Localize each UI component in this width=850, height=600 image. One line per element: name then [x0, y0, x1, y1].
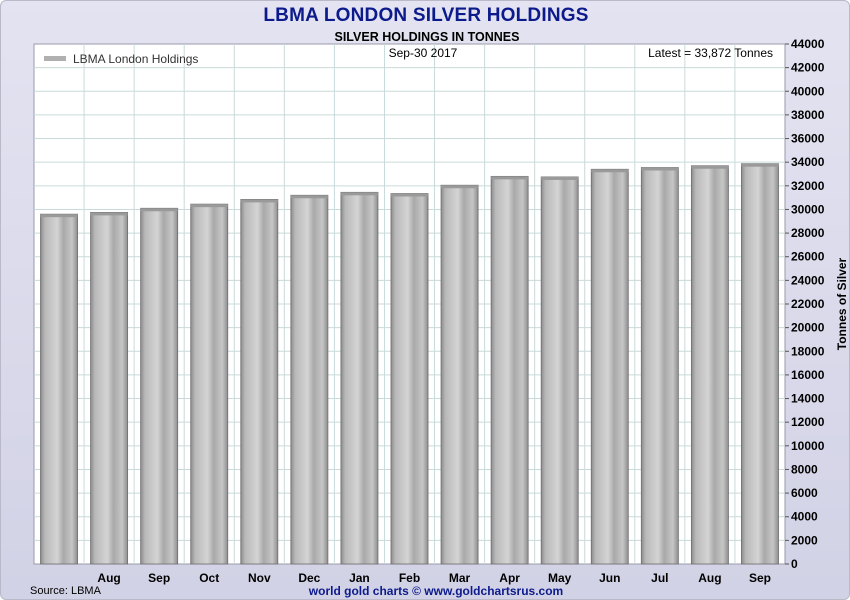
y-tick-label: 22000	[791, 297, 825, 311]
x-tick-label: May	[548, 571, 572, 585]
y-tick-label: 0	[791, 557, 798, 571]
bar-top	[90, 212, 128, 216]
bar-top	[641, 167, 679, 171]
y-tick-label: 14000	[791, 392, 825, 406]
y-tick-label: 6000	[791, 486, 818, 500]
chart-subtitle: SILVER HOLDINGS IN TONNES	[335, 30, 520, 44]
bar	[240, 199, 279, 565]
bar	[690, 165, 729, 565]
bar	[540, 176, 579, 565]
x-tick-label: Jun	[599, 571, 620, 585]
y-tick-label: 26000	[791, 250, 825, 264]
chart-title: LBMA LONDON SILVER HOLDINGS	[263, 5, 589, 26]
y-tick-label: 4000	[791, 510, 818, 524]
bar	[590, 168, 629, 565]
bar-top	[741, 163, 779, 167]
bar-top	[140, 208, 178, 212]
y-tick-label: 30000	[791, 202, 825, 216]
source-label: Source: LBMA	[30, 585, 102, 597]
bar-top	[240, 199, 278, 203]
y-tick-label: 20000	[791, 321, 825, 335]
bar	[640, 167, 679, 565]
y-tick-label: 10000	[791, 439, 825, 453]
y-tick-label: 28000	[791, 226, 825, 240]
y-tick-label: 38000	[791, 108, 825, 122]
x-tick-label: Aug	[698, 571, 721, 585]
y-tick-label: 16000	[791, 368, 825, 382]
legend-label: LBMA London Holdings	[73, 52, 198, 66]
bar	[140, 207, 179, 565]
bar	[290, 194, 329, 565]
footer-credit: world gold charts © www.goldchartsrus.co…	[308, 584, 563, 598]
bar	[440, 184, 479, 565]
bar	[340, 191, 379, 565]
bar-top	[190, 204, 228, 208]
bar-top	[40, 214, 78, 218]
y-tick-label: 8000	[791, 462, 818, 476]
y-tick-label: 40000	[791, 84, 825, 98]
bar-series	[40, 163, 779, 565]
x-tick-label: Feb	[399, 571, 420, 585]
date-label: Sep-30 2017	[389, 46, 458, 60]
bar-top	[290, 195, 328, 199]
y-axis-label: Tonnes of Silver	[835, 257, 849, 350]
bar-top	[541, 176, 579, 180]
bar-top	[591, 169, 629, 173]
x-tick-label: Dec	[298, 571, 320, 585]
bar-top	[390, 193, 429, 197]
y-tick-label: 2000	[791, 533, 818, 547]
latest-value-label: Latest = 33,872 Tonnes	[648, 46, 773, 60]
x-tick-label: Jul	[651, 571, 668, 585]
legend-swatch	[44, 56, 66, 61]
bar	[40, 213, 78, 565]
x-tick-label: Jan	[349, 571, 370, 585]
x-tick-label: Apr	[499, 571, 520, 585]
y-tick-label: 12000	[791, 415, 825, 429]
bar-top	[691, 165, 729, 169]
y-tick-label: 34000	[791, 155, 825, 169]
x-tick-label: Mar	[449, 571, 471, 585]
x-tick-label: Aug	[97, 571, 120, 585]
bar-top	[491, 176, 529, 180]
x-tick-label: Sep	[148, 571, 170, 585]
bar-top	[340, 192, 378, 196]
y-tick-label: 32000	[791, 179, 825, 193]
y-axis-ticks: 0 2000 4000 6000 8000 10000 12000 14000 16000 180…	[785, 37, 825, 571]
bar-top	[441, 185, 479, 189]
y-tick-label: 18000	[791, 344, 825, 358]
y-tick-label: 36000	[791, 132, 825, 146]
bar	[390, 193, 429, 565]
y-tick-label: 44000	[791, 37, 825, 51]
x-axis-ticks: Aug Sep Oct Nov Dec Jan Feb Mar Apr May Jun Jul Aug S…	[97, 571, 771, 585]
x-tick-label: Sep	[749, 571, 771, 585]
x-tick-label: Nov	[248, 571, 271, 585]
bar	[741, 163, 779, 565]
x-tick-label: Oct	[199, 571, 219, 585]
bar	[190, 203, 229, 565]
bar	[490, 175, 529, 565]
y-tick-label: 24000	[791, 273, 825, 287]
y-tick-label: 42000	[791, 61, 825, 75]
bar	[90, 212, 129, 565]
